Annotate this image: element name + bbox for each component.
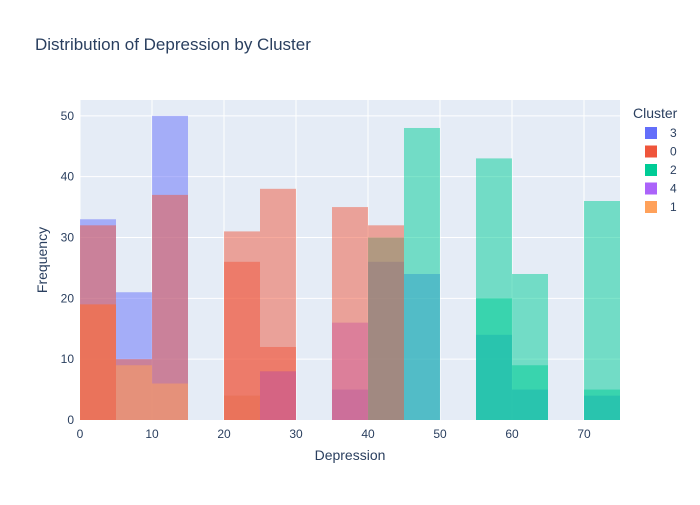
y-tick-label: 0 <box>67 413 74 427</box>
legend-item-cluster-3[interactable]: 3 <box>645 126 677 140</box>
legend-label: 0 <box>670 145 677 159</box>
x-tick-label: 50 <box>433 427 447 441</box>
x-tick-label: 60 <box>505 427 519 441</box>
histogram-bar-cluster-2 <box>584 200 620 420</box>
chart-title: Distribution of Depression by Cluster <box>35 35 311 54</box>
legend-title: Cluster <box>633 105 678 121</box>
y-tick-label: 10 <box>61 352 75 366</box>
legend-item-cluster-4[interactable]: 4 <box>645 182 677 196</box>
histogram-bar-overlay <box>80 225 116 420</box>
y-tick-label: 20 <box>61 291 75 305</box>
histogram-bar-cluster-1 <box>152 383 188 420</box>
histogram-bar-overlay <box>368 225 404 420</box>
legend-label: 3 <box>670 126 677 140</box>
x-tick-label: 10 <box>145 427 159 441</box>
legend-swatch <box>645 201 657 213</box>
histogram-bar-overlay <box>584 389 620 420</box>
y-tick-label: 40 <box>61 170 75 184</box>
axes: 0 10 20 30 40 50 0 10 20 30 40 50 60 70 <box>61 109 591 441</box>
legend-label: 2 <box>670 163 677 177</box>
legend-swatch <box>645 145 657 158</box>
legend: Cluster 3 0 2 4 1 <box>633 105 678 214</box>
histogram-bar-overlay <box>332 207 368 420</box>
x-axis-label: Depression <box>315 447 386 463</box>
x-tick-label: 20 <box>217 427 231 441</box>
legend-swatch <box>645 164 657 176</box>
y-tick-label: 50 <box>61 109 75 123</box>
legend-swatch <box>645 127 657 139</box>
y-tick-label: 30 <box>61 230 75 244</box>
legend-item-cluster-0[interactable]: 0 <box>645 145 677 159</box>
histogram-bar-overlay <box>260 188 296 420</box>
x-tick-label: 40 <box>361 427 375 441</box>
histogram-bar-overlay <box>476 298 512 420</box>
legend-items: 3 0 2 4 1 <box>645 126 677 214</box>
x-tick-label: 70 <box>577 427 591 441</box>
histogram-bar-cluster-1 <box>116 365 152 420</box>
legend-item-cluster-2[interactable]: 2 <box>645 163 677 177</box>
legend-label: 1 <box>670 200 677 214</box>
x-tick-label: 30 <box>289 427 303 441</box>
x-tick-label: 0 <box>77 427 84 441</box>
histogram-bar-cluster-2 <box>404 127 440 420</box>
legend-item-cluster-1[interactable]: 1 <box>645 200 677 214</box>
bars <box>80 115 620 420</box>
legend-swatch <box>645 182 657 195</box>
legend-label: 4 <box>670 182 677 196</box>
histogram-bar-cluster-0 <box>152 194 188 420</box>
histogram-bar-overlay <box>224 231 260 420</box>
y-axis-label: Frequency <box>34 227 50 293</box>
histogram-bar-overlay <box>512 365 548 420</box>
